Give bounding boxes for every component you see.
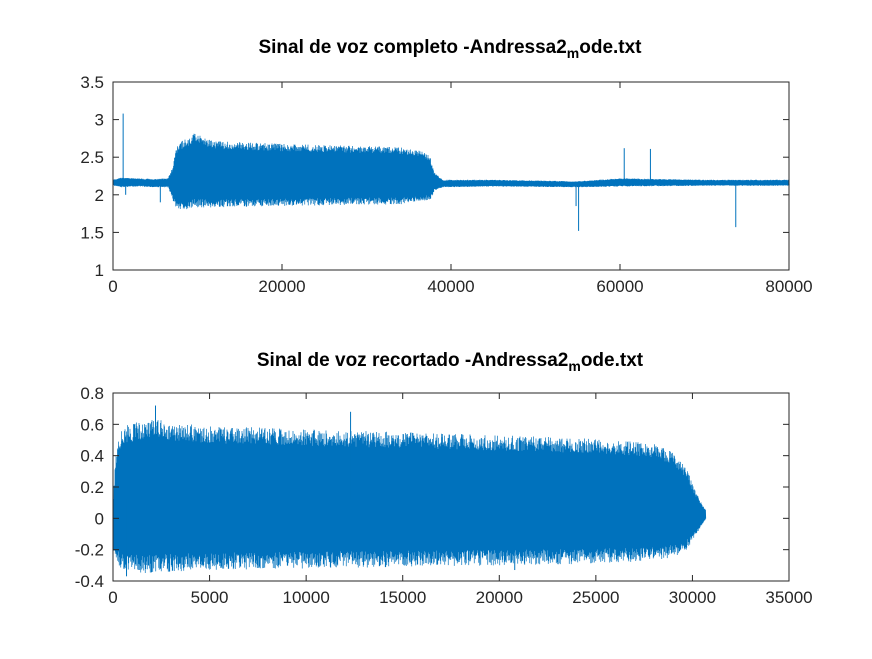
plot-2-signal	[112, 405, 707, 577]
plot-1-x-tick-label: 0	[108, 277, 117, 296]
plot-2-x-tick-label: 0	[108, 588, 117, 607]
plot-1-y-ticks: 1 1.5 2 2.5 3 3.5	[80, 73, 789, 280]
plot-2-y-ticks: -0.4 -0.2 0 0.2 0.4 0.6 0.8	[75, 384, 789, 591]
plot-1-y-tick-label: 2.5	[80, 148, 104, 167]
plot-2-x-tick-label: 20000	[476, 588, 523, 607]
plot-2-x-tick-label: 15000	[379, 588, 426, 607]
plot-1-x-ticks: 0 20000 40000 60000 80000	[108, 82, 813, 296]
plot-1-waveform	[112, 133, 790, 210]
plot-2-title: Sinal de voz recortado -Andressa2mode.tx…	[257, 350, 644, 374]
plot-2-x-tick-label: 30000	[669, 588, 716, 607]
plot-2-y-tick-label: 0.6	[80, 415, 104, 434]
plot-2-x-tick-label: 5000	[191, 588, 229, 607]
plot-2-y-tick-label: 0	[95, 509, 104, 528]
plot-2-x-ticks: 0 5000 10000 15000 20000 25000 30000 35000	[108, 393, 813, 607]
plot-1-y-tick-label: 3	[95, 111, 104, 130]
plot-2-y-tick-label: -0.4	[75, 572, 104, 591]
plot-2-x-tick-label: 25000	[572, 588, 619, 607]
plot-1-title: Sinal de voz completo -Andressa2mode.txt	[258, 37, 642, 61]
plot-2-y-tick-label: 0.2	[80, 478, 104, 497]
plot-2-waveform	[112, 420, 707, 574]
plot-1-signal	[112, 113, 790, 231]
plot-1-y-tick-label: 1	[95, 261, 104, 280]
plot-1-y-tick-label: 2	[95, 186, 104, 205]
plot-2-y-tick-label: -0.2	[75, 541, 104, 560]
plot-1-x-tick-label: 40000	[427, 277, 474, 296]
plot-2-y-tick-label: 0.8	[80, 384, 104, 403]
plot-2-y-tick-label: 0.4	[80, 447, 104, 466]
plot-2-x-tick-label: 10000	[283, 588, 330, 607]
plot-1-y-tick-label: 1.5	[80, 223, 104, 242]
plot-1: Sinal de voz completo -Andressa2mode.txt…	[80, 37, 812, 296]
plot-1-x-tick-label: 60000	[596, 277, 643, 296]
plot-2: Sinal de voz recortado -Andressa2mode.tx…	[75, 350, 813, 607]
plot-2-x-tick-label: 35000	[765, 588, 812, 607]
plot-1-x-tick-label: 20000	[258, 277, 305, 296]
plot-1-y-tick-label: 3.5	[80, 73, 104, 92]
plot-1-x-tick-label: 80000	[765, 277, 812, 296]
